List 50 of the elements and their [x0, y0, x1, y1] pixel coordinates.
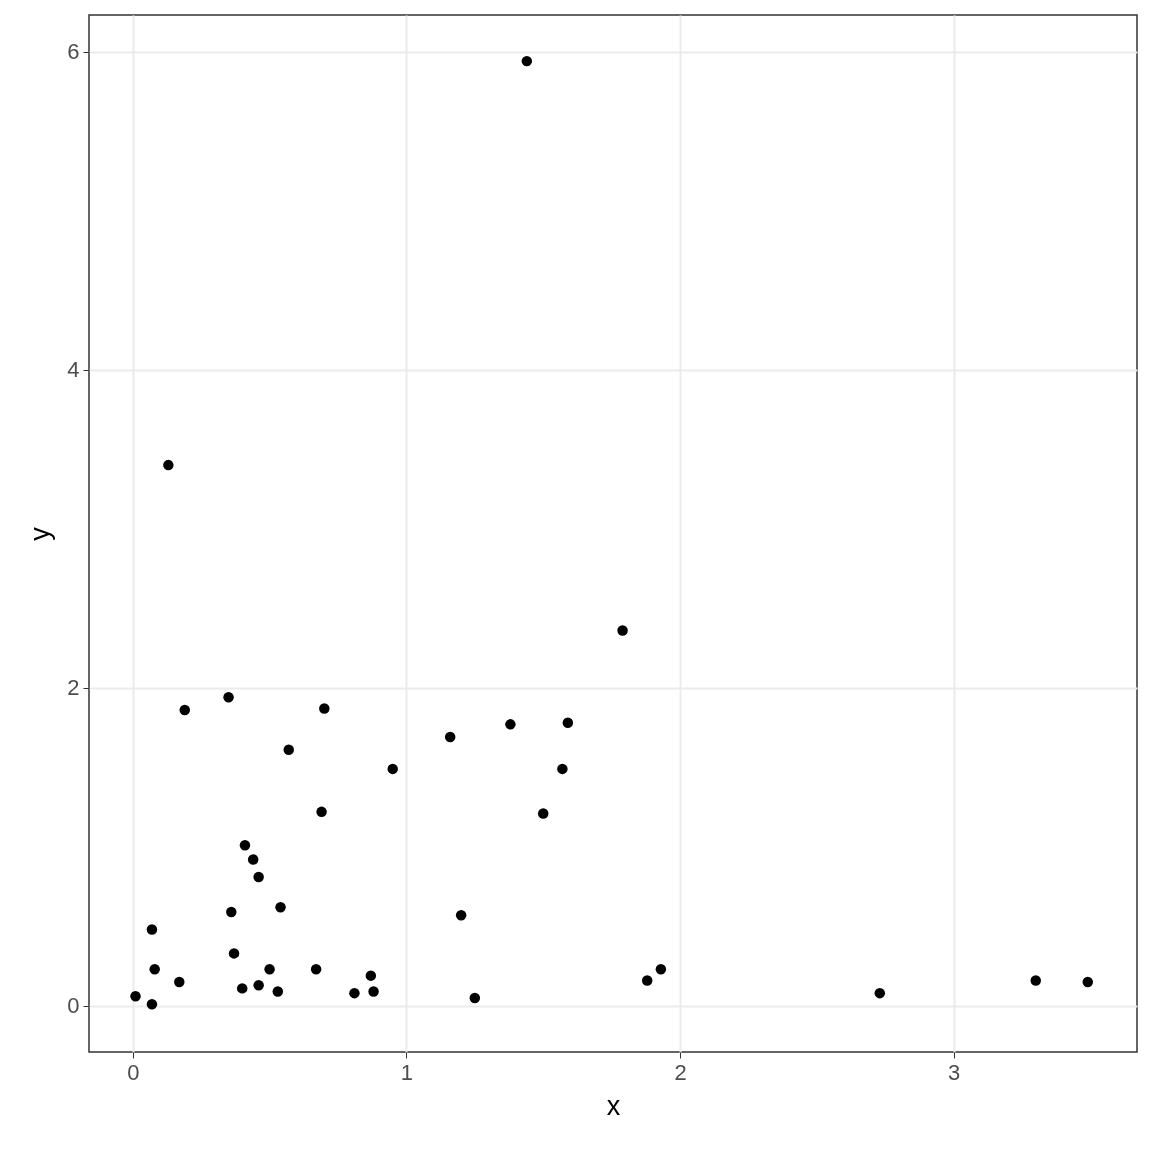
- point: [455, 909, 467, 921]
- point: [521, 55, 533, 67]
- point: [174, 976, 185, 988]
- point: [253, 871, 264, 883]
- point: [247, 854, 259, 865]
- point: [283, 744, 294, 756]
- y-tick-label: 0: [67, 993, 80, 1019]
- point: [641, 975, 653, 986]
- y-tick-label: 2: [67, 675, 80, 701]
- point: [179, 704, 191, 716]
- point: [146, 924, 158, 935]
- point: [316, 806, 327, 818]
- point: [319, 703, 330, 714]
- point: [163, 459, 174, 471]
- point: [253, 979, 264, 991]
- point: [228, 948, 240, 959]
- point: [537, 808, 549, 819]
- point: [557, 763, 568, 775]
- x-tick-label: 1: [400, 1059, 414, 1085]
- point: [1082, 976, 1093, 988]
- point: [310, 964, 322, 975]
- point: [444, 731, 456, 743]
- point: [223, 692, 234, 703]
- point: [1030, 975, 1041, 986]
- x-tick-label: 2: [674, 1059, 687, 1085]
- point: [275, 902, 286, 913]
- y-tick-label: 6: [67, 39, 80, 65]
- point: [617, 625, 628, 636]
- point: [239, 840, 251, 851]
- point: [562, 717, 574, 728]
- point: [655, 964, 667, 975]
- x-axis-title: x: [606, 1090, 621, 1121]
- point: [469, 992, 481, 1004]
- point: [505, 719, 516, 730]
- point: [349, 987, 360, 999]
- point: [264, 964, 275, 975]
- point: [387, 763, 398, 775]
- point: [226, 906, 237, 918]
- point: [874, 987, 886, 999]
- point: [146, 999, 158, 1010]
- point: [149, 964, 160, 975]
- point: [272, 986, 284, 997]
- x-tick-label: 0: [127, 1059, 140, 1085]
- point: [365, 970, 377, 981]
- y-axis-title: y: [25, 526, 56, 541]
- y-tick-label: 4: [67, 357, 80, 383]
- x-tick-label: 3: [948, 1059, 961, 1085]
- point: [130, 991, 141, 1002]
- point: [368, 986, 379, 997]
- point: [236, 983, 248, 994]
